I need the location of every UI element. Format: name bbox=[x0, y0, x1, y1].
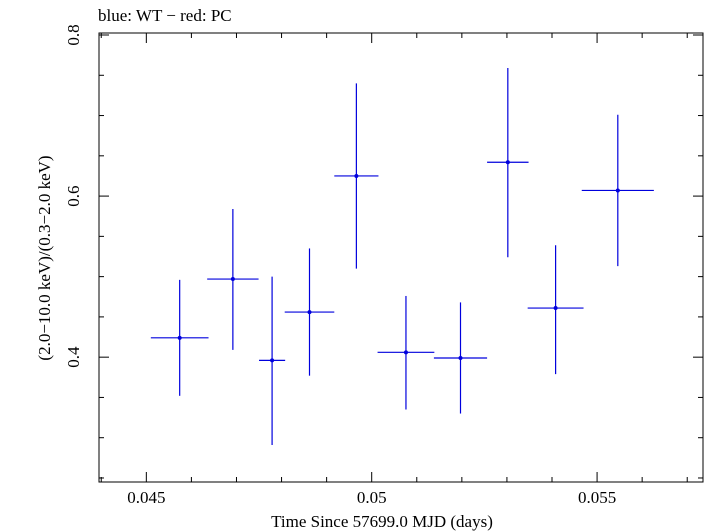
x-axis-label: Time Since 57699.0 MJD (days) bbox=[271, 512, 493, 531]
x-tick-label: 0.05 bbox=[357, 488, 387, 507]
data-point bbox=[581, 114, 654, 267]
y-tick-label: 0.6 bbox=[64, 185, 83, 206]
point-marker bbox=[230, 277, 235, 282]
chart-title: blue: WT − red: PC bbox=[98, 6, 232, 25]
data-point bbox=[527, 245, 584, 375]
y-tick-labels: 0.4 0.6 0.8 bbox=[64, 24, 83, 367]
data-point bbox=[284, 248, 335, 376]
data-point bbox=[259, 276, 286, 445]
axis-ticks bbox=[99, 33, 703, 482]
point-marker bbox=[615, 188, 620, 193]
y-tick-label: 0.8 bbox=[64, 24, 83, 45]
x-tick-label: 0.055 bbox=[578, 488, 616, 507]
point-marker bbox=[458, 355, 463, 360]
point-marker bbox=[270, 358, 275, 363]
data-point bbox=[487, 68, 529, 258]
x-tick-label: 0.045 bbox=[127, 488, 165, 507]
x-tick-labels: 0.045 0.05 0.055 bbox=[127, 488, 616, 507]
point-marker bbox=[307, 310, 312, 315]
data-point bbox=[377, 295, 435, 410]
data-point bbox=[150, 279, 209, 396]
data-point bbox=[207, 208, 259, 350]
point-marker bbox=[403, 350, 408, 355]
point-marker bbox=[505, 160, 510, 165]
point-marker bbox=[177, 335, 182, 340]
data-point bbox=[433, 302, 488, 414]
y-tick-label: 0.4 bbox=[64, 346, 83, 368]
data-points bbox=[150, 68, 654, 445]
plot-frame bbox=[98, 32, 704, 483]
data-point bbox=[334, 83, 379, 269]
point-marker bbox=[354, 173, 359, 178]
y-axis-label: (2.0−10.0 keV)/(0.3−2.0 keV) bbox=[35, 155, 54, 360]
point-marker bbox=[553, 306, 558, 311]
